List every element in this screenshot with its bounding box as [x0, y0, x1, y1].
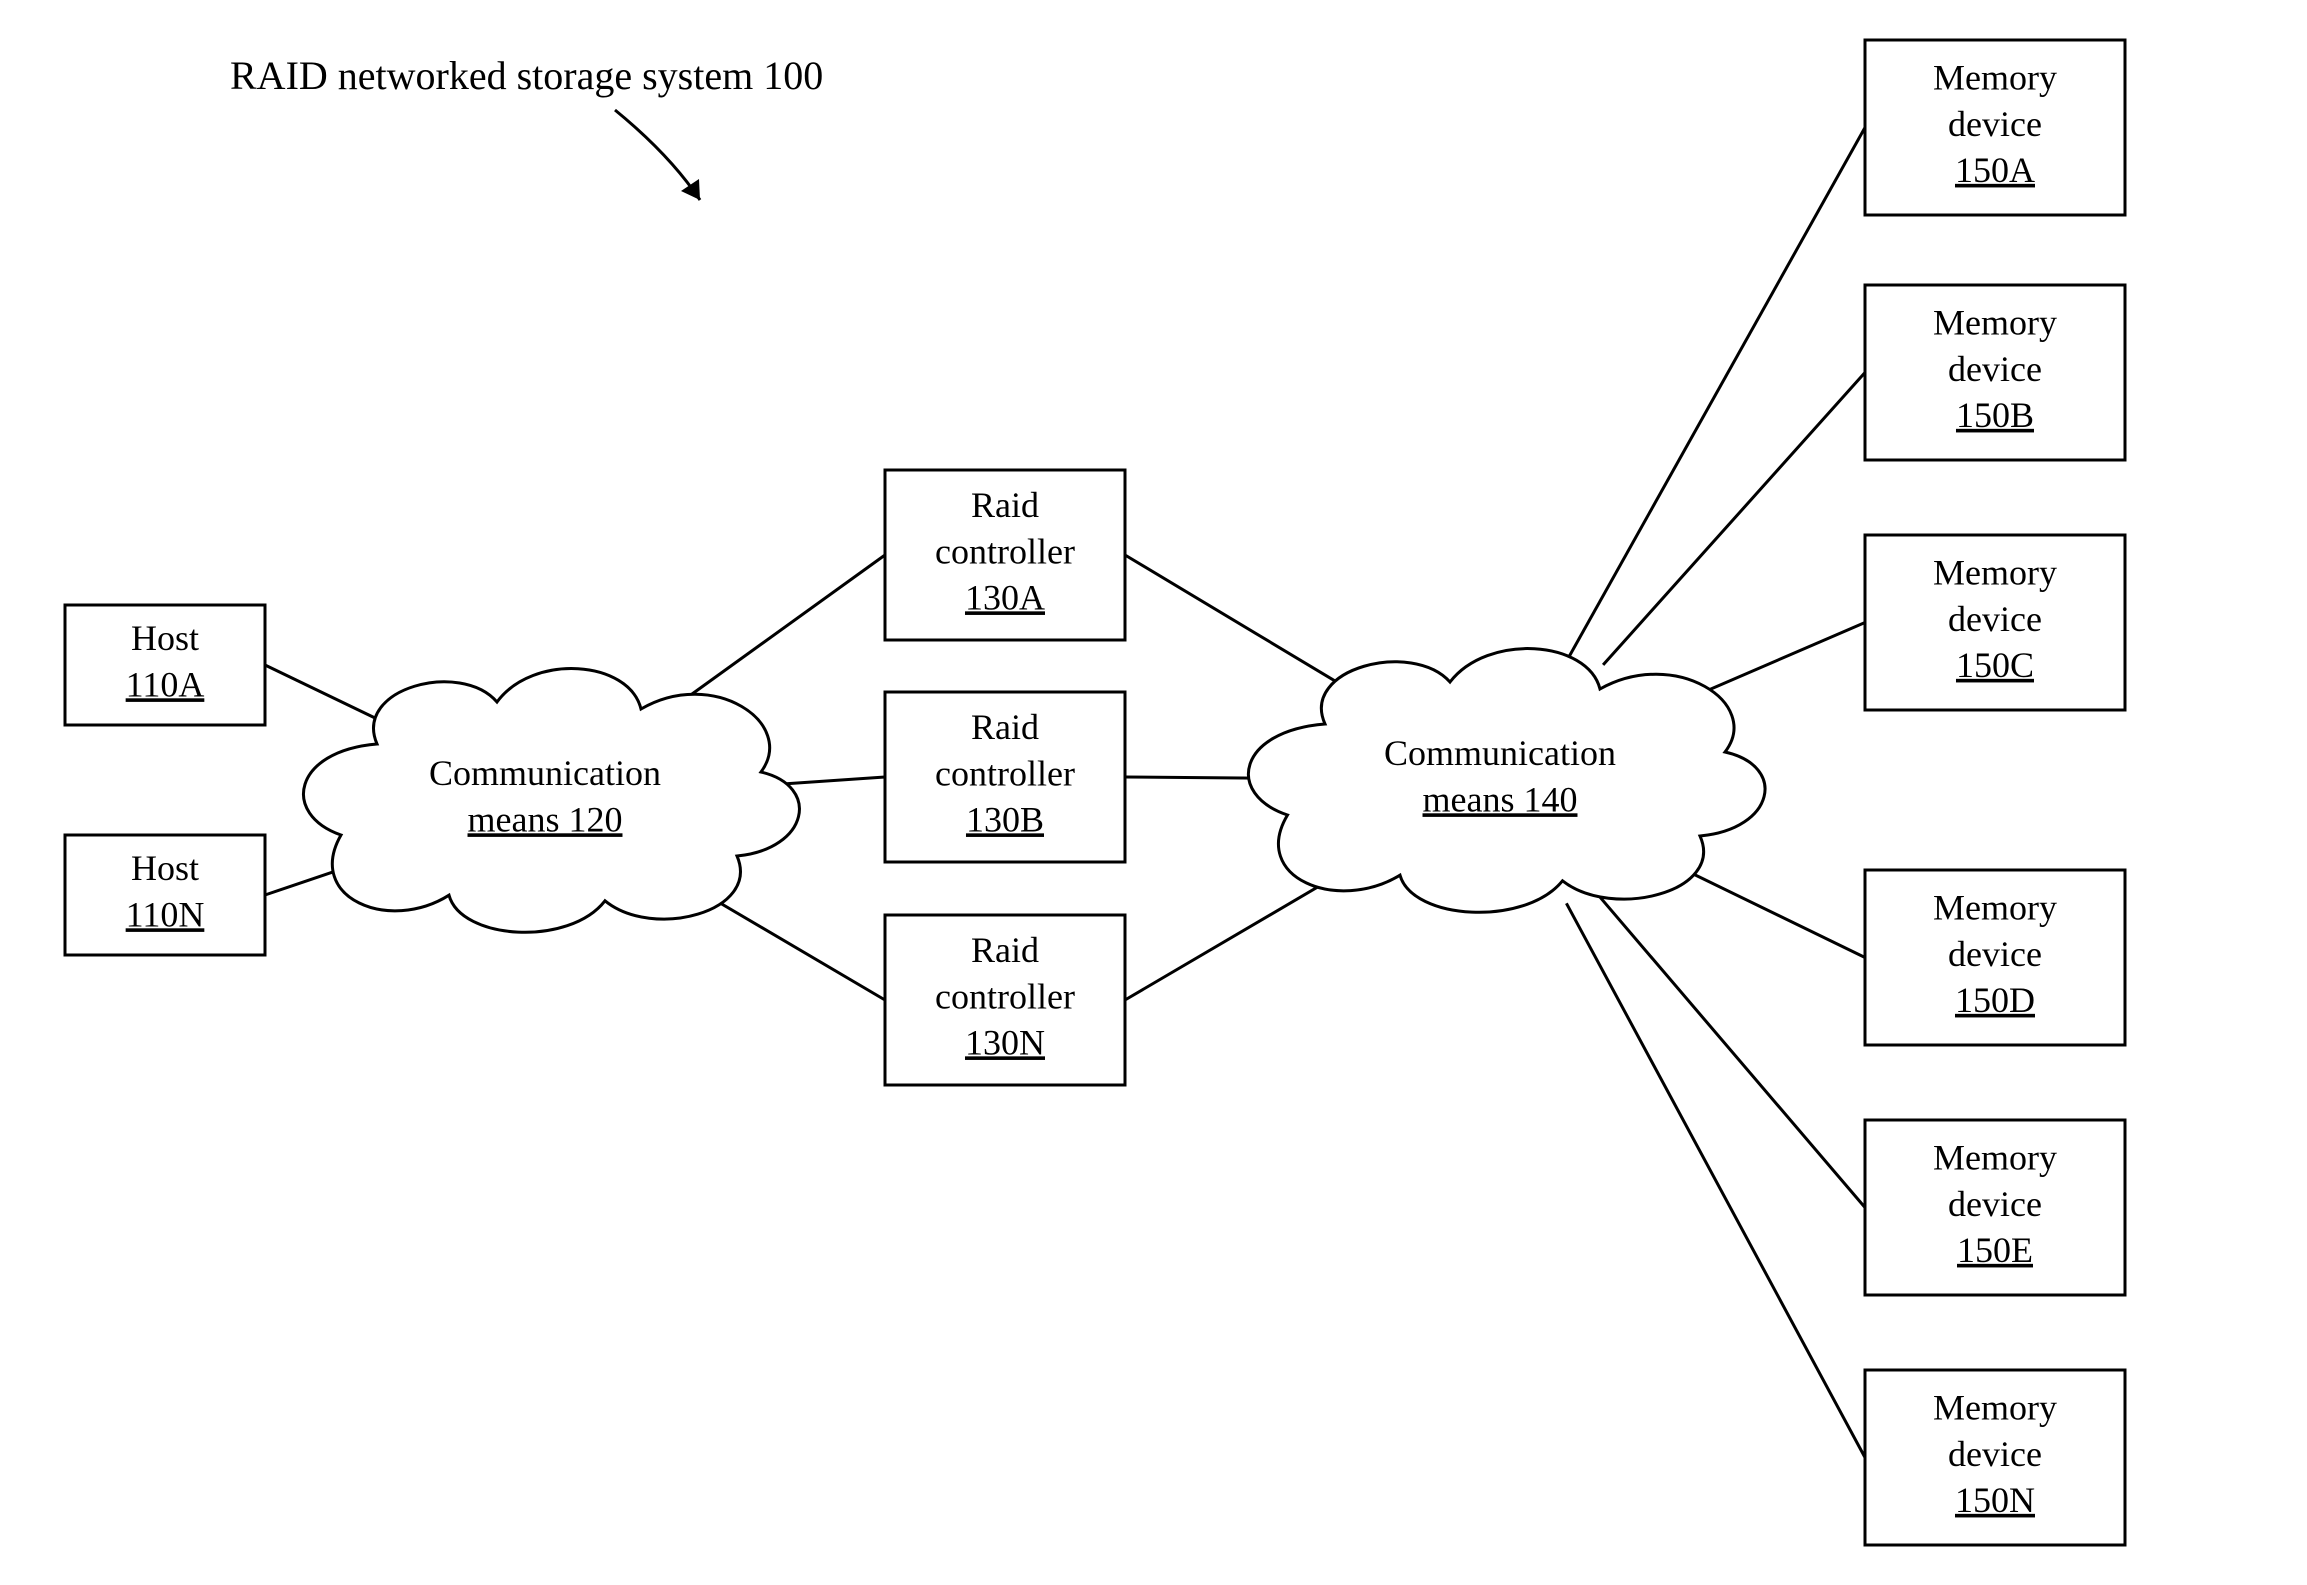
node-mem_d-line-1: device [1948, 934, 2042, 974]
node-raid_a-line-1: controller [935, 531, 1075, 571]
node-mem_b-line-0: Memory [1933, 303, 2057, 343]
node-host_a: Host 110A [65, 605, 265, 725]
node-mem_e-line-1: device [1948, 1184, 2042, 1224]
edge-comm120-raid_a [684, 555, 885, 700]
edge-raid_n-comm140 [1125, 873, 1341, 1000]
title-pointer [615, 110, 700, 200]
node-mem_c-line-1: device [1948, 599, 2042, 639]
node-mem_d-line-2: 150D [1955, 980, 2035, 1020]
node-host_n: Host 110N [65, 835, 265, 955]
node-mem_n-line-0: Memory [1933, 1388, 2057, 1428]
node-host_a-line-0: Host [131, 618, 199, 658]
edge-raid_a-comm140 [1125, 555, 1343, 686]
edge-comm140-mem_a [1569, 128, 1865, 658]
node-mem_n: Memory device 150N [1865, 1370, 2125, 1545]
edge-host_a-comm120 [265, 665, 375, 718]
node-comm140-line-0: Communication [1384, 733, 1616, 773]
diagram-canvas: Host 110A Host 110N Communication means 120 Ra… [0, 0, 2307, 1585]
node-host_n-line-1: 110N [126, 894, 205, 934]
node-mem_a-line-1: device [1948, 104, 2042, 144]
edge-comm140-mem_e [1599, 896, 1865, 1207]
node-comm120-line-1: means 120 [468, 799, 623, 839]
node-mem_e: Memory device 150E [1865, 1120, 2125, 1295]
node-mem_n-line-2: 150N [1955, 1480, 2035, 1520]
edge-comm120-raid_n [701, 892, 886, 1001]
node-mem_b-line-1: device [1948, 349, 2042, 389]
node-mem_d: Memory device 150D [1865, 870, 2125, 1045]
node-mem_c-line-2: 150C [1956, 645, 2034, 685]
node-raid_a-line-0: Raid [971, 485, 1039, 525]
edge-comm140-mem_d [1674, 865, 1865, 958]
node-mem_a-line-2: 150A [1955, 150, 2035, 190]
node-raid_a: Raid controller 130A [885, 470, 1125, 640]
node-raid_b-line-2: 130B [966, 799, 1044, 839]
node-mem_n-line-1: device [1948, 1434, 2042, 1474]
node-mem_b: Memory device 150B [1865, 285, 2125, 460]
node-raid_n-line-2: 130N [965, 1022, 1045, 1062]
node-comm140-line-1: means 140 [1423, 779, 1578, 819]
node-comm120-line-0: Communication [429, 753, 661, 793]
node-raid_b-line-0: Raid [971, 707, 1039, 747]
node-mem_c: Memory device 150C [1865, 535, 2125, 710]
node-mem_e-line-0: Memory [1933, 1138, 2057, 1178]
node-raid_n-line-0: Raid [971, 930, 1039, 970]
node-raid_n: Raid controller 130N [885, 915, 1125, 1085]
node-mem_a: Memory device 150A [1865, 40, 2125, 215]
node-host_a-line-1: 110A [126, 664, 205, 704]
node-mem_a-line-0: Memory [1933, 58, 2057, 98]
node-raid_n-line-1: controller [935, 976, 1075, 1016]
node-raid_b: Raid controller 130B [885, 692, 1125, 862]
title-pointer-head [681, 179, 700, 200]
node-mem_d-line-0: Memory [1933, 888, 2057, 928]
edge-comm140-mem_b [1603, 373, 1865, 665]
node-comm120: Communication means 120 [304, 669, 800, 933]
node-mem_b-line-2: 150B [1956, 395, 2034, 435]
node-host_n-line-0: Host [131, 848, 199, 888]
node-raid_a-line-2: 130A [965, 577, 1045, 617]
diagram-title: RAID networked storage system 100 [230, 53, 823, 98]
node-mem_e-line-2: 150E [1957, 1230, 2033, 1270]
node-raid_b-line-1: controller [935, 753, 1075, 793]
node-comm140: Communication means 140 [1248, 649, 1765, 913]
edge-comm140-mem_n [1566, 903, 1865, 1457]
node-mem_c-line-0: Memory [1933, 553, 2057, 593]
